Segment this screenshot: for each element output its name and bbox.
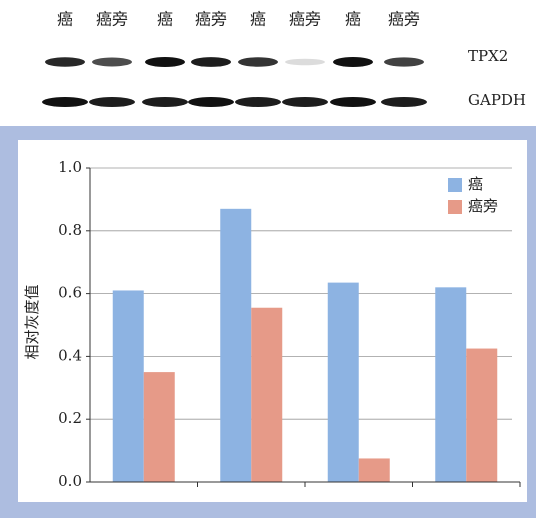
y-tick-label: 0.8 (58, 221, 82, 239)
blot-band (282, 97, 328, 107)
blot-band (45, 57, 85, 67)
bar (144, 372, 175, 482)
legend-label: 癌 (468, 175, 483, 193)
blot-band (238, 57, 278, 66)
bar (435, 287, 466, 482)
lane-label: 癌 (157, 10, 173, 29)
blot-band (142, 97, 188, 107)
lane-label: 癌旁 (289, 10, 321, 29)
bar (466, 349, 497, 482)
blot-band (235, 97, 281, 107)
y-axis-label: 相对灰度值 (23, 284, 41, 359)
legend-swatch (448, 178, 462, 192)
blot-band (191, 57, 231, 67)
lane-label: 癌旁 (96, 10, 128, 29)
blot-band (89, 97, 135, 107)
y-tick-label: 0.0 (58, 472, 82, 490)
blot-band (42, 97, 88, 107)
blot-band (381, 97, 427, 107)
bar (359, 458, 390, 482)
blot-band (285, 59, 325, 66)
blot-band (384, 57, 424, 66)
lane-label: 癌旁 (388, 10, 420, 29)
figure: TPX2 GAPDH 相对灰度值 癌癌旁癌癌旁癌癌旁癌癌旁0.00.20.40.… (0, 0, 536, 518)
blot-band (188, 97, 234, 107)
y-tick-label: 1.0 (58, 158, 82, 176)
blot-band (330, 97, 376, 107)
bar (113, 290, 144, 482)
blot-band (92, 58, 132, 67)
blot-band (145, 57, 185, 67)
lane-label: 癌旁 (195, 10, 227, 29)
blot-band (333, 57, 373, 67)
legend-label: 癌旁 (468, 197, 498, 215)
lane-label: 癌 (250, 10, 266, 29)
legend-swatch (448, 200, 462, 214)
bar (328, 283, 359, 482)
y-tick-label: 0.4 (58, 346, 82, 364)
bar (251, 308, 282, 482)
blot-row-label: GAPDH (468, 91, 526, 109)
y-tick-label: 0.6 (58, 284, 82, 302)
blot-row-label: TPX2 (468, 47, 508, 65)
bar (220, 209, 251, 482)
lane-label: 癌 (345, 10, 361, 29)
y-tick-label: 0.2 (58, 409, 82, 427)
lane-label: 癌 (57, 10, 73, 29)
